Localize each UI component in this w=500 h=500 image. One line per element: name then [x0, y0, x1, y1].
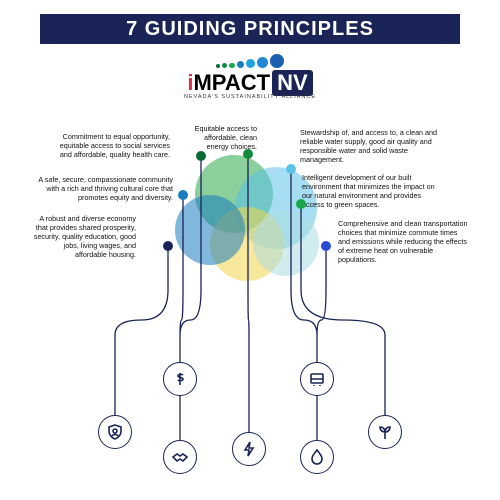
- principle-node: [286, 164, 296, 174]
- principle-node: [296, 199, 306, 209]
- bus-icon: [300, 362, 334, 396]
- principle-text: Comprehensive and clean transportation c…: [338, 219, 468, 264]
- principle-text: Intelligent development of our built env…: [302, 173, 442, 209]
- principle-text: Commitment to equal opportunity, equitab…: [52, 132, 170, 159]
- principle-node: [243, 149, 253, 159]
- principle-text: Equitable access to affordable, clean en…: [185, 124, 257, 151]
- principle-text: A safe, secure, compassionate community …: [33, 175, 173, 202]
- drop-icon: [300, 440, 334, 474]
- principle-text: Stewardship of, and access to, a clean a…: [300, 128, 440, 164]
- dollar-icon: [163, 362, 197, 396]
- infographic-root: 7 GUIDING PRINCIPLES iMPACTNV NEVADA'S S…: [0, 0, 500, 500]
- principle-node: [163, 241, 173, 251]
- handshake-icon: [163, 440, 197, 474]
- principle-text: A robust and diverse economy that provid…: [31, 214, 136, 259]
- principle-node: [196, 151, 206, 161]
- sprout-icon: [368, 415, 402, 449]
- shield-icon: [98, 415, 132, 449]
- principle-node: [321, 241, 331, 251]
- principle-node: [178, 190, 188, 200]
- bolt-icon: [232, 432, 266, 466]
